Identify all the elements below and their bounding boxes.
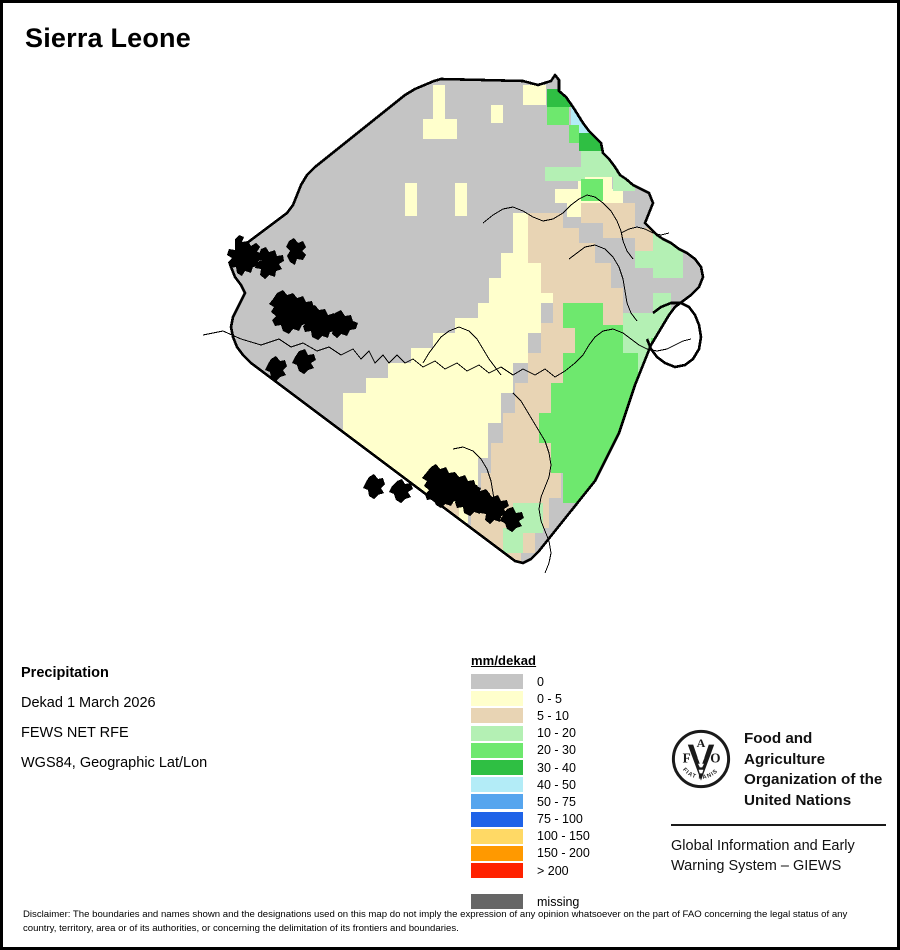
legend-swatch xyxy=(471,691,523,707)
fao-logo-icon: F A O FIAT PANIS xyxy=(671,729,731,789)
legend-label: 50 - 75 xyxy=(537,794,576,809)
legend-swatch xyxy=(471,863,523,879)
district-boundaries xyxy=(202,194,692,574)
legend-spacer xyxy=(471,879,590,893)
fao-org-line1: Food and Agriculture xyxy=(744,730,826,768)
legend-item: 75 - 100 xyxy=(471,811,590,828)
legend-item-missing: missing xyxy=(471,893,590,910)
legend-label: missing xyxy=(537,894,580,909)
legend-item: 150 - 200 xyxy=(471,845,590,862)
giews-line2: Warning System – GIEWS xyxy=(671,858,842,874)
map-caption: Precipitation Dekad 1 March 2026 FEWS NE… xyxy=(21,658,207,778)
legend-swatch xyxy=(471,811,523,827)
legend-swatch xyxy=(471,845,523,861)
fao-org-line2: Organization of the xyxy=(744,771,883,788)
legend-item: 0 xyxy=(471,673,590,690)
caption-source: FEWS NET RFE xyxy=(21,725,129,741)
legend-item: 100 - 150 xyxy=(471,828,590,845)
legend-swatch xyxy=(471,760,523,776)
legend-item: 5 - 10 xyxy=(471,707,590,724)
legend-label: 150 - 200 xyxy=(537,846,590,861)
giews-line1: Global Information and Early xyxy=(671,838,855,854)
legend-swatch xyxy=(471,894,523,910)
legend-item: > 200 xyxy=(471,862,590,879)
svg-text:O: O xyxy=(710,751,720,766)
map-svg xyxy=(202,73,705,574)
legend-swatch xyxy=(471,828,523,844)
precip-raster xyxy=(231,75,703,563)
legend-item: 20 - 30 xyxy=(471,742,590,759)
fao-divider xyxy=(671,824,886,826)
legend-item: 0 - 5 xyxy=(471,690,590,707)
svg-text:F: F xyxy=(683,751,691,766)
legend-header: mm/dekad xyxy=(471,653,537,668)
caption-heading: Precipitation xyxy=(21,665,109,681)
legend-label: 75 - 100 xyxy=(537,812,583,827)
legend-label: 0 - 5 xyxy=(537,691,563,706)
legend-item: 50 - 75 xyxy=(471,793,590,810)
legend-label: > 200 xyxy=(537,863,569,878)
legend-item: 10 - 20 xyxy=(471,725,590,742)
legend-label: 0 xyxy=(537,674,544,689)
legend-swatch xyxy=(471,708,523,724)
fao-org-line3: United Nations xyxy=(744,791,852,809)
legend-item: 30 - 40 xyxy=(471,759,590,776)
page-title: Sierra Leone xyxy=(25,23,191,53)
coastline-detail xyxy=(227,235,524,532)
fao-org-name: Food and Agriculture Organization of the… xyxy=(744,729,886,811)
legend: mm/dekad 0 0 - 5 5 - 10 10 - 20 20 - 30 … xyxy=(471,653,590,910)
giews-name: Global Information and Early Warning Sys… xyxy=(671,836,886,876)
legend-swatch xyxy=(471,742,523,758)
legend-label: 10 - 20 xyxy=(537,726,576,741)
legend-swatch xyxy=(471,725,523,741)
disclaimer-text: Disclaimer: The boundaries and names sho… xyxy=(23,909,848,934)
legend-label: 5 - 10 xyxy=(537,708,569,723)
legend-label: 100 - 150 xyxy=(537,829,590,844)
legend-label: 40 - 50 xyxy=(537,777,576,792)
legend-swatch xyxy=(471,777,523,793)
precipitation-map xyxy=(183,63,743,628)
caption-dekad: Dekad 1 March 2026 xyxy=(21,695,156,711)
legend-label: 30 - 40 xyxy=(537,760,576,775)
legend-swatch xyxy=(471,794,523,810)
caption-projection: WGS84, Geographic Lat/Lon xyxy=(21,755,208,771)
legend-label: 20 - 30 xyxy=(537,743,576,758)
legend-swatch xyxy=(471,674,523,690)
fao-branding: F A O FIAT PANIS Food and Agriculture Or… xyxy=(671,729,886,876)
legend-item: 40 - 50 xyxy=(471,776,590,793)
svg-text:A: A xyxy=(697,736,706,750)
